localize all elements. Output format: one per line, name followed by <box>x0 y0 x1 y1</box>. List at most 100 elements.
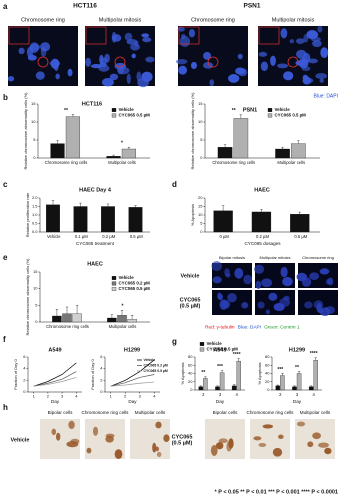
x-tick-label: 0.1 µM <box>75 234 88 239</box>
cell <box>104 53 110 63</box>
line <box>110 359 155 387</box>
x-tick-label: 0.2 µM <box>102 234 115 239</box>
cell <box>272 447 283 457</box>
bar <box>313 360 318 391</box>
chart-title: HAEC Day 4 <box>79 187 112 193</box>
bar <box>65 116 81 159</box>
significance: * <box>122 304 124 310</box>
cell <box>68 420 75 430</box>
chart-title: A549 <box>213 347 226 353</box>
y-axis-label: % Apoptosis <box>257 362 262 384</box>
bar <box>275 148 290 159</box>
x-tick-label: 0.5 µM <box>294 234 307 239</box>
error-bar <box>112 154 115 157</box>
error-bar <box>297 371 301 374</box>
bar <box>291 143 306 159</box>
row-label: Vehicle <box>181 273 200 279</box>
x-tick-label: Vehicle <box>47 234 61 239</box>
legend-swatch <box>267 113 273 118</box>
y-tick-label: 5 <box>35 302 38 307</box>
cell <box>224 268 230 277</box>
bar <box>46 204 60 233</box>
x-tick-label: 2 <box>279 392 282 397</box>
image-heading: Chromosome ring <box>302 255 334 260</box>
error-bar <box>237 358 240 362</box>
bar <box>296 373 302 391</box>
error-bar <box>127 147 131 149</box>
error-bar <box>297 140 300 144</box>
cell <box>283 71 294 81</box>
cell <box>67 68 73 77</box>
x-tick-label: 3 <box>139 394 142 399</box>
y-tick-label: 10 <box>33 286 38 291</box>
legend-label: Vehicle <box>207 341 223 346</box>
line <box>110 381 155 387</box>
x-tick-label: Multipolar cells <box>109 324 137 329</box>
cell-line-label: HCT116 <box>73 3 97 10</box>
legend-swatch <box>199 342 205 346</box>
panel-letter: a <box>3 2 8 11</box>
error-bar <box>314 357 317 361</box>
cell <box>237 53 243 60</box>
bar <box>233 118 249 159</box>
y-tick-label: 0 <box>200 229 203 234</box>
chart-title: HAEC <box>87 261 103 267</box>
cell <box>234 267 244 279</box>
panel-letter: c <box>3 180 8 189</box>
y-tick-label: 80 <box>265 354 270 359</box>
cell <box>280 266 288 278</box>
y-tick-label: 0 <box>267 387 270 392</box>
cell <box>319 268 330 275</box>
cell <box>142 37 152 43</box>
image-heading: Multipolar mitosis <box>272 17 315 23</box>
cell <box>258 51 268 57</box>
error-bar <box>79 202 82 207</box>
row-label: (0.5 µM) <box>172 440 193 446</box>
x-axis-label: Day <box>51 399 60 404</box>
error-bar <box>199 385 203 387</box>
image-heading: Multipolar cells <box>135 410 166 415</box>
cell <box>270 55 276 66</box>
error-bar <box>281 147 284 149</box>
cell <box>7 75 15 82</box>
x-tick-label: Chromosome ring cells <box>212 160 255 165</box>
error-bar <box>65 306 69 314</box>
x-tick-label: Chromosome ring cells <box>45 160 88 165</box>
error-bar <box>71 114 75 117</box>
cell <box>145 56 155 63</box>
cell <box>313 300 324 310</box>
cell <box>301 66 311 71</box>
micrograph <box>130 419 170 459</box>
cell-line-label: PSN1 <box>244 3 261 10</box>
row-label: CYC065 <box>172 434 193 440</box>
legend-label: CYC065 0.5 µM <box>144 369 168 373</box>
cell <box>217 292 222 300</box>
legend-swatch <box>267 108 273 112</box>
y-tick-label: 0 <box>23 389 26 394</box>
inset <box>8 26 30 45</box>
row-label: CYC065 <box>180 297 201 303</box>
cell <box>268 292 278 301</box>
bar <box>106 156 121 159</box>
cell <box>304 301 313 309</box>
cell <box>85 57 92 67</box>
cell <box>50 58 60 69</box>
cell <box>126 73 131 84</box>
panel-letter: b <box>3 93 8 102</box>
image-heading: Bipolar cells <box>48 410 73 415</box>
y-axis-label: % Apoptosis <box>190 204 195 226</box>
row-label: (0.5 µM) <box>180 303 201 309</box>
chart-title: H1299 <box>124 347 140 353</box>
legend-label: CYC065 0.2 µM <box>144 363 168 367</box>
bar <box>231 385 237 391</box>
y-tick-label: 6 <box>100 354 103 359</box>
error-bar <box>220 370 224 373</box>
panel-letter: g <box>172 337 177 346</box>
bar <box>127 319 137 323</box>
y-tick-label: 0.0 <box>32 229 38 234</box>
cell <box>320 47 329 59</box>
error-bar <box>260 209 263 212</box>
legend-label: Vehicle <box>144 358 156 362</box>
cell <box>253 436 262 441</box>
stain-legend: Blue: DAPI <box>314 93 338 99</box>
